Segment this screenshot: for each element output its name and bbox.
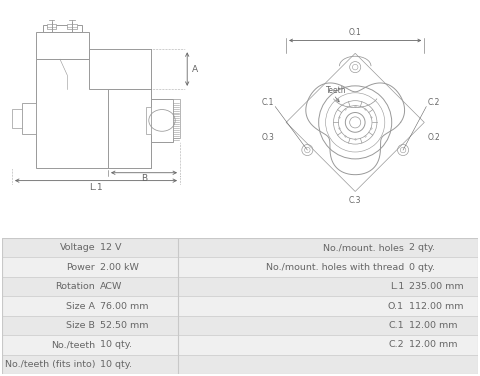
Bar	[43, 25, 82, 32]
Bar	[2, 335, 178, 355]
Bar	[2, 296, 178, 316]
Text: 76.00 mm: 76.00 mm	[100, 302, 148, 311]
Bar	[178, 238, 478, 258]
Text: C.3: C.3	[349, 196, 361, 205]
Text: Voltage: Voltage	[60, 243, 95, 252]
Text: No./mount. holes: No./mount. holes	[323, 243, 404, 252]
Text: Power: Power	[66, 263, 95, 272]
Bar	[178, 258, 478, 277]
Bar	[67, 24, 77, 29]
Bar	[36, 59, 151, 168]
Text: 235.00 mm: 235.00 mm	[408, 282, 463, 291]
Text: L.1: L.1	[390, 282, 404, 291]
Text: Teeth: Teeth	[325, 86, 346, 95]
Text: Rotation: Rotation	[55, 282, 95, 291]
Text: B: B	[141, 174, 147, 183]
Bar	[178, 335, 478, 355]
Bar	[22, 103, 36, 134]
Text: 112.00 mm: 112.00 mm	[408, 302, 463, 311]
Bar	[2, 355, 178, 374]
Bar	[2, 316, 178, 335]
Bar	[108, 89, 151, 168]
Bar	[12, 109, 22, 128]
Text: O.1: O.1	[388, 302, 404, 311]
Text: 2 qty.: 2 qty.	[408, 243, 435, 252]
Text: No./teeth: No./teeth	[51, 340, 95, 349]
Bar	[178, 355, 478, 374]
Bar	[47, 24, 57, 29]
Text: A: A	[192, 65, 198, 74]
Bar	[2, 238, 178, 258]
Text: C.2: C.2	[427, 98, 440, 107]
Text: No./teeth (fits into): No./teeth (fits into)	[5, 360, 95, 369]
Text: 12.00 mm: 12.00 mm	[408, 321, 457, 330]
Text: Size A: Size A	[66, 302, 95, 311]
Text: C.1: C.1	[388, 321, 404, 330]
Text: 10 qty.: 10 qty.	[100, 360, 132, 369]
Bar	[89, 49, 151, 89]
Text: No./mount. holes with thread: No./mount. holes with thread	[266, 263, 404, 272]
Text: 2.00 kW: 2.00 kW	[100, 263, 139, 272]
Text: C.1: C.1	[262, 98, 274, 107]
Bar	[178, 316, 478, 335]
Bar	[146, 107, 151, 134]
Text: 0 qty.: 0 qty.	[408, 263, 435, 272]
Bar	[178, 296, 478, 316]
Text: ACW: ACW	[100, 282, 122, 291]
Bar	[178, 277, 478, 296]
Text: 12.00 mm: 12.00 mm	[408, 340, 457, 349]
Text: 10 qty.: 10 qty.	[100, 340, 132, 349]
Text: Size B: Size B	[66, 321, 95, 330]
Text: O.3: O.3	[262, 133, 274, 142]
Text: O.1: O.1	[349, 27, 361, 36]
Text: C.2: C.2	[388, 340, 404, 349]
Text: L.1: L.1	[89, 182, 103, 191]
Bar	[36, 32, 89, 59]
Bar	[2, 277, 178, 296]
Text: O.2: O.2	[427, 133, 440, 142]
Text: 52.50 mm: 52.50 mm	[100, 321, 148, 330]
Bar	[2, 258, 178, 277]
Text: 12 V: 12 V	[100, 243, 121, 252]
Bar	[173, 99, 180, 138]
Bar	[151, 99, 173, 142]
